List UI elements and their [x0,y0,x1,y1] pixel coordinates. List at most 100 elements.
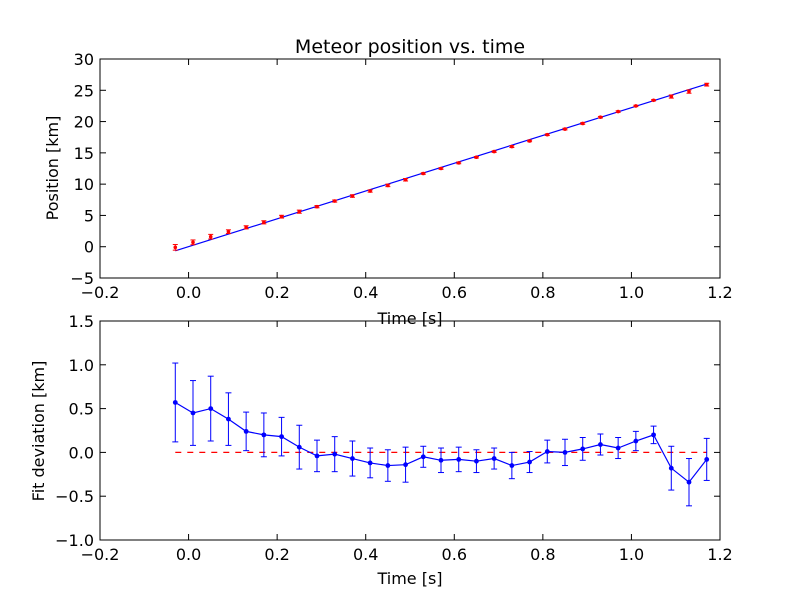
position-point [669,94,674,99]
position-point [527,139,532,143]
position-xtick-label: 0.0 [176,283,201,302]
deviation-point [385,463,391,468]
position-point [421,171,426,176]
position-point [244,225,248,230]
deviation-chart-ylabel: Fit deviation [km] [29,361,48,502]
position-chart-title: Meteor position vs. time [295,36,525,58]
deviation-point [420,454,426,460]
position-xtick-label: 0.6 [442,283,467,302]
deviation-xtick-label: 1.0 [619,545,644,564]
position-point [173,245,178,250]
position-axes: −0.2 0.0 0.2 0.4 0.6 0.8 1.0 1.2 −5 0 5 10 15 20 25 30 [70,50,732,302]
position-xtick-label: 1.0 [619,283,644,302]
deviation-point [562,450,568,455]
position-ytick-label: 25 [74,81,94,100]
position-ytick-label: −5 [70,269,94,288]
position-point [545,132,550,137]
deviation-point [456,457,462,462]
deviation-ytick-label: 0.0 [69,443,94,462]
deviation-plot-area [172,362,710,507]
deviation-xtick-label: 0.8 [530,545,555,564]
position-point [634,104,638,108]
position-point [191,240,195,245]
deviation-point [243,428,249,434]
position-point [315,204,319,209]
deviation-point [367,460,373,466]
deviation-point [296,444,302,450]
deviation-point [686,479,692,485]
position-chart-xlabel: Time [s] [376,309,442,328]
position-chart-ylabel: Position [km] [43,116,62,221]
deviation-point [633,438,639,444]
deviation-point [314,453,320,459]
position-point [279,214,284,219]
position-ytick-label: 20 [74,113,94,132]
deviation-xtick-label: 0.6 [442,545,467,564]
deviation-xtick-label: −0.2 [81,545,120,564]
position-point [651,98,656,103]
deviation-point [172,400,178,405]
deviation-xtick-label: 0.2 [264,545,289,564]
position-xtick-label: 0.4 [353,283,378,302]
position-point [403,177,408,182]
deviation-point [350,456,355,461]
position-point [439,166,443,171]
position-point [492,149,496,154]
position-ytick-label: 0 [84,238,94,257]
deviation-point [438,457,444,463]
position-xtick-label: −0.2 [81,283,120,302]
position-xtick-label: 0.2 [264,283,289,302]
position-point [350,194,355,198]
position-point [580,121,585,126]
position-xtick-label: 0.8 [530,283,555,302]
position-point [262,220,266,225]
deviation-ytick-label: −1.0 [55,531,94,550]
deviation-frame [99,320,721,541]
deviation-point [208,406,214,411]
deviation-point [509,463,515,468]
deviation-chart-xlabel: Time [s] [376,569,442,588]
position-ytick-label: 5 [84,206,94,225]
deviation-point [527,459,532,465]
position-point [208,234,213,239]
deviation-chart: −0.2 0.0 0.2 0.4 0.6 0.8 1.0 1.2 −1.0 −0.5 0.0 0.5 1… [29,312,733,588]
deviation-point [651,432,656,438]
position-ytick-label: 10 [74,175,94,194]
deviation-point [332,451,338,457]
position-point [687,89,691,94]
deviation-xtick-label: 0.0 [176,545,201,564]
position-point [332,199,337,203]
deviation-point [544,449,550,454]
position-ytick-label: 15 [74,144,94,163]
deviation-ytick-label: 0.5 [69,400,94,419]
position-point [510,144,514,149]
position-frame [99,58,721,279]
deviation-ytick-label: −0.5 [55,487,94,506]
position-point [474,155,479,160]
deviation-axes: −0.2 0.0 0.2 0.4 0.6 0.8 1.0 1.2 −1.0 −0.5 0.0 0.5 1… [55,312,733,564]
deviation-point [598,442,603,447]
position-point [598,115,603,119]
position-point [616,109,620,114]
deviation-point [261,432,267,438]
position-point [386,183,390,188]
deviation-point [226,416,231,422]
position-point [368,189,372,193]
position-plot-area [172,82,710,252]
position-point [563,127,567,131]
position-xtick-label: 1.2 [707,283,732,302]
position-point [226,229,231,234]
deviation-point [668,465,674,471]
deviation-xtick-label: 0.4 [353,545,378,564]
position-point [297,209,302,214]
position-point [456,161,461,165]
position-ytick-label: 30 [74,50,94,69]
deviation-point [704,457,710,462]
deviation-xtick-label: 1.2 [707,545,732,564]
deviation-point [615,445,621,451]
position-point [704,82,709,87]
deviation-ytick-label: 1.0 [69,356,94,375]
deviation-point [580,446,586,452]
